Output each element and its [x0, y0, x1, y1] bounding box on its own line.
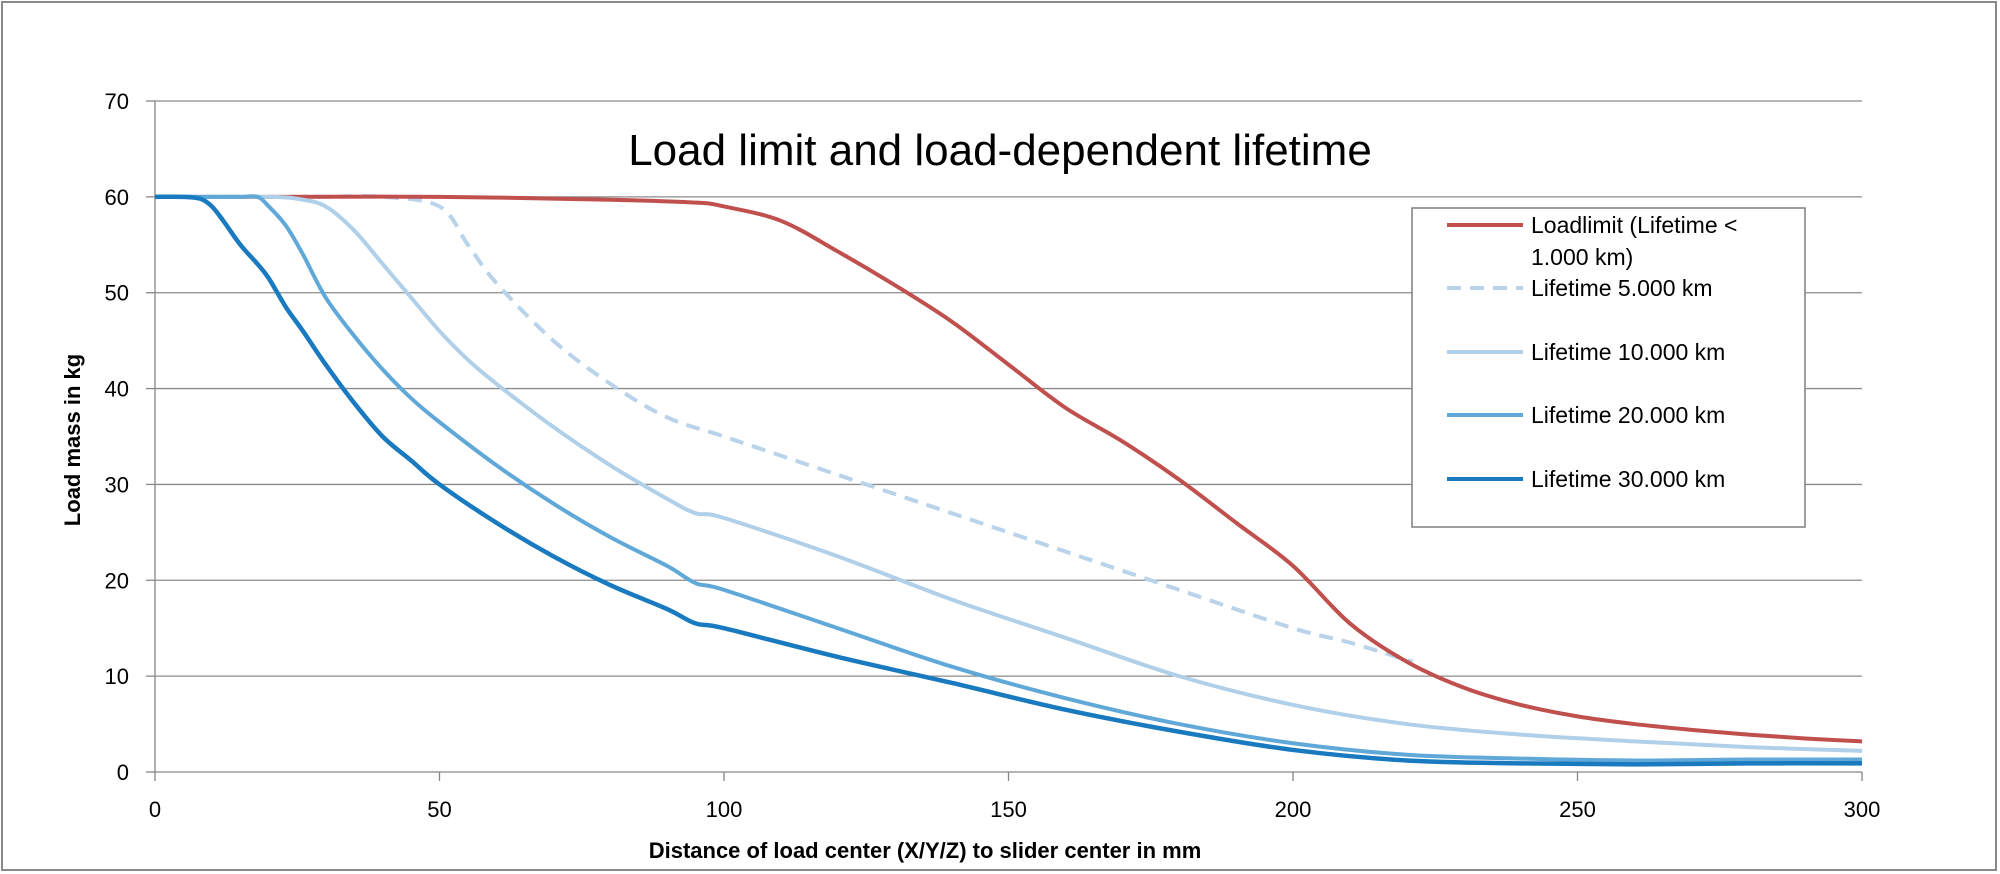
- x-tick-label: 0: [149, 797, 161, 822]
- y-tick-label: 60: [105, 185, 129, 210]
- series-line-0: [155, 194, 1863, 744]
- x-tick-label: 250: [1559, 797, 1596, 822]
- y-axis-title: Load mass in kg: [60, 354, 85, 526]
- y-tick-label: 70: [105, 89, 129, 114]
- legend-label-4: Lifetime 30.000 km: [1531, 466, 1725, 492]
- series-line-1: [155, 194, 1414, 664]
- chart-title: Load limit and load-dependent lifetime: [628, 126, 1372, 175]
- legend-box: [1411, 207, 1806, 528]
- y-tick-label: 20: [105, 568, 129, 593]
- x-tick-label: 100: [706, 797, 743, 822]
- x-tick-label: 200: [1275, 797, 1312, 822]
- x-tick-labels: 0 50 100 150 200 250 300: [149, 797, 1880, 822]
- series-line-3: [155, 194, 1863, 763]
- series-lines: [154, 194, 1863, 767]
- y-tick-label: 50: [105, 281, 129, 306]
- legend-label-3: Lifetime 20.000 km: [1531, 402, 1725, 428]
- legend-label-0: Loadlimit (Lifetime <: [1531, 212, 1737, 238]
- series-line-4: [154, 194, 1863, 767]
- y-tick-label: 30: [105, 472, 129, 497]
- legend-label-1: Lifetime 5.000 km: [1531, 275, 1713, 301]
- x-tick-label: 150: [990, 797, 1027, 822]
- x-tick-label: 300: [1844, 797, 1881, 822]
- x-tick-label: 50: [427, 797, 451, 822]
- y-tick-label: 40: [105, 377, 129, 402]
- legend-label-0-line2: 1.000 km): [1531, 244, 1633, 270]
- legend: Loadlimit (Lifetime < 1.000 km) Lifetime 5…: [1411, 207, 1806, 528]
- y-tick-labels: 0 10 20 30 40 50 60 70: [105, 89, 129, 785]
- legend-label-2: Lifetime 10.000 km: [1531, 339, 1725, 365]
- y-tick-label: 0: [117, 760, 129, 785]
- x-axis-title: Distance of load center (X/Y/Z) to slide…: [649, 838, 1202, 863]
- series-line-2: [155, 194, 1863, 753]
- y-tick-label: 10: [105, 664, 129, 689]
